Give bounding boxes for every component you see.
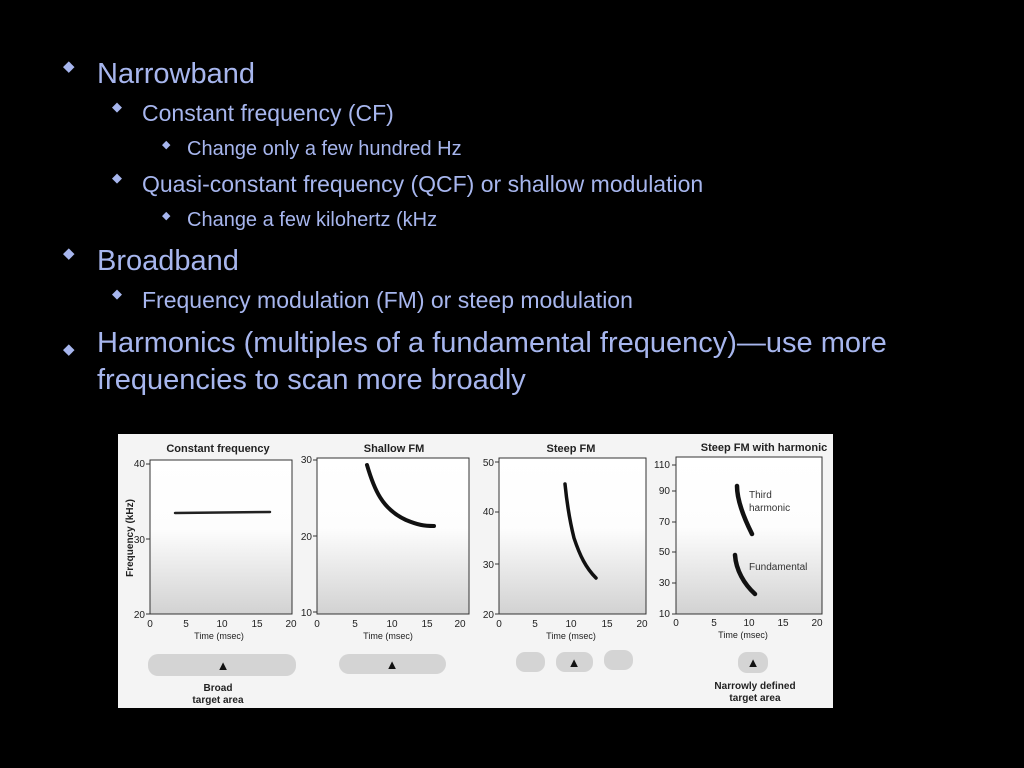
harmonic-annotation: harmonic <box>749 503 790 514</box>
y-tick-label: 20 <box>134 610 146 621</box>
x-tick-label: 5 <box>183 619 189 630</box>
diamond-bullet-icon: ◆ <box>162 210 171 222</box>
y-tick-label: 110 <box>654 460 670 471</box>
x-tick-label: 0 <box>314 619 320 630</box>
y-tick-label: 50 <box>659 547 671 558</box>
bullet-narrowband: ◆ Narrowband <box>63 58 255 91</box>
panel-shallow-fm: Shallow FM 30 20 10 0 5 10 15 20 Time (m… <box>301 443 470 674</box>
diamond-bullet-icon: ◆ <box>63 58 75 75</box>
diamond-bullet-icon: ◆ <box>63 245 75 262</box>
x-tick-label: 15 <box>777 618 789 629</box>
caption-line: Broad <box>204 683 233 694</box>
bullet-text: Constant frequency (CF) <box>142 100 394 126</box>
caption-line: Narrowly defined <box>714 681 795 692</box>
y-tick-label: 30 <box>659 578 671 589</box>
spectrogram-figure-svg: Constant frequency 40 30 20 Frequency (k… <box>125 442 827 706</box>
x-tick-label: 10 <box>216 619 228 630</box>
bat-triangle-icon: ▲ <box>386 657 399 672</box>
target-area-oval <box>604 650 633 670</box>
x-axis-label: Time (msec) <box>718 630 768 640</box>
y-tick-label: 30 <box>134 535 146 546</box>
y-axis-label: Frequency (kHz) <box>125 499 136 577</box>
x-tick-label: 15 <box>421 619 433 630</box>
third-harmonic-trace <box>734 483 755 537</box>
bullet-text: Quasi-constant frequency (QCF) or shallo… <box>142 171 704 197</box>
caption-line: target area <box>192 695 244 706</box>
steep-fm-trace <box>563 482 598 580</box>
diamond-bullet-icon: ◆ <box>112 99 122 114</box>
x-tick-label: 5 <box>352 619 358 630</box>
bullet-text: Narrowband <box>97 58 255 90</box>
target-area-oval <box>738 652 768 673</box>
bullet-text: Change a few kilohertz (kHz <box>187 209 438 231</box>
diamond-bullet-icon: ◆ <box>63 341 75 358</box>
y-tick-label: 70 <box>659 517 671 528</box>
bullet-broadband: ◆ Broadband <box>63 245 239 278</box>
bat-triangle-icon: ▲ <box>217 658 230 673</box>
bullet-text: Broadband <box>97 245 239 277</box>
y-tick-label: 50 <box>483 458 495 469</box>
x-tick-label: 0 <box>496 619 502 630</box>
panel-title: Shallow FM <box>364 443 425 455</box>
panel-steep-fm-harmonic: Steep FM with harmonic 110 90 70 50 30 1… <box>654 442 827 704</box>
bullet-cf-sub: ◆ Change only a few hundred Hz <box>162 138 462 161</box>
caption-line: target area <box>729 693 781 704</box>
x-axis-label: Time (msec) <box>194 631 244 641</box>
y-tick-label: 30 <box>483 560 495 571</box>
y-tick-label: 20 <box>483 610 495 621</box>
bullet-cf: ◆ Constant frequency (CF) <box>112 99 394 127</box>
cf-call-trace <box>173 510 272 515</box>
panel-steep-fm: Steep FM 50 40 30 20 0 5 10 15 20 Time (… <box>483 443 648 672</box>
bullet-text: Frequency modulation (FM) or steep modul… <box>142 287 633 313</box>
panel-title: Steep FM with harmonic <box>701 442 828 454</box>
bullet-harmonics: ◆ Harmonics (multiples of a fundamental … <box>63 325 897 399</box>
x-tick-label: 20 <box>285 619 297 630</box>
bullet-qcf: ◆ Quasi-constant frequency (QCF) or shal… <box>112 170 704 198</box>
fundamental-annotation: Fundamental <box>749 562 807 573</box>
y-tick-label: 40 <box>483 507 495 518</box>
x-tick-label: 20 <box>636 619 648 630</box>
x-tick-label: 10 <box>565 619 577 630</box>
x-axis-label: Time (msec) <box>546 631 596 641</box>
x-tick-label: 5 <box>532 619 538 630</box>
target-area-oval <box>339 654 446 674</box>
x-tick-label: 20 <box>454 619 466 630</box>
target-area-oval <box>556 652 593 672</box>
panel-title: Constant frequency <box>166 443 270 455</box>
bat-triangle-icon: ▲ <box>568 655 581 670</box>
y-tick-label: 10 <box>659 609 671 620</box>
x-tick-label: 15 <box>251 619 263 630</box>
y-tick-label: 40 <box>134 459 146 470</box>
y-tick-label: 30 <box>301 455 313 466</box>
harmonic-annotation: Third <box>749 490 772 501</box>
diamond-bullet-icon: ◆ <box>162 139 171 151</box>
x-tick-label: 5 <box>711 618 717 629</box>
panel-title: Steep FM <box>547 443 596 455</box>
x-tick-label: 15 <box>601 619 613 630</box>
target-area-oval <box>516 652 545 672</box>
bullet-fm: ◆ Frequency modulation (FM) or steep mod… <box>112 286 633 314</box>
x-tick-label: 0 <box>147 619 153 630</box>
bat-triangle-icon: ▲ <box>747 655 760 670</box>
plot-area <box>316 457 470 615</box>
fundamental-trace <box>732 552 758 597</box>
diamond-bullet-icon: ◆ <box>112 286 122 301</box>
x-tick-label: 10 <box>743 618 755 629</box>
panel-constant-frequency: Constant frequency 40 30 20 Frequency (k… <box>125 443 297 706</box>
spectrogram-figure: Constant frequency 40 30 20 Frequency (k… <box>118 434 833 708</box>
bullet-qcf-sub: ◆ Change a few kilohertz (kHz <box>162 209 438 232</box>
bullet-text: Change only a few hundred Hz <box>187 138 462 160</box>
x-tick-label: 0 <box>673 618 679 629</box>
y-tick-label: 90 <box>659 486 671 497</box>
shallow-fm-trace <box>365 463 436 528</box>
y-tick-label: 10 <box>301 608 313 619</box>
plot-area <box>149 459 293 615</box>
x-tick-label: 20 <box>811 618 823 629</box>
x-axis-label: Time (msec) <box>363 631 413 641</box>
target-area-oval <box>148 654 296 676</box>
y-tick-label: 20 <box>301 532 313 543</box>
x-tick-label: 10 <box>386 619 398 630</box>
diamond-bullet-icon: ◆ <box>112 170 122 185</box>
bullet-text: Harmonics (multiples of a fundamental fr… <box>97 327 887 396</box>
